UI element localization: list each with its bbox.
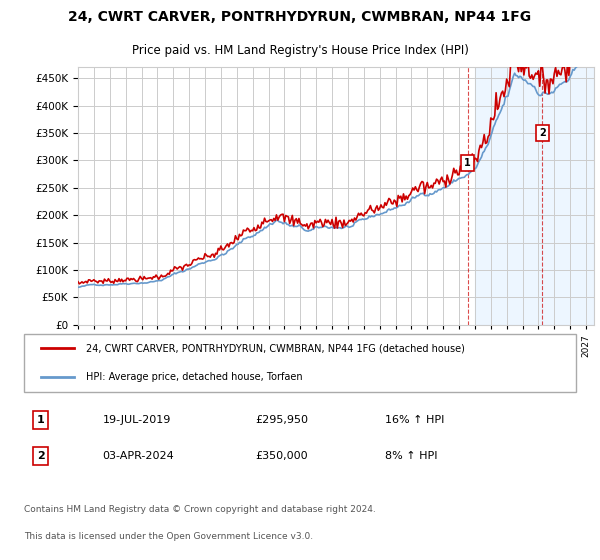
Text: 03-APR-2024: 03-APR-2024 [103,451,175,461]
Text: 24, CWRT CARVER, PONTRHYDYRUN, CWMBRAN, NP44 1FG: 24, CWRT CARVER, PONTRHYDYRUN, CWMBRAN, … [68,10,532,24]
Text: This data is licensed under the Open Government Licence v3.0.: This data is licensed under the Open Gov… [23,532,313,541]
Text: 1: 1 [464,157,471,167]
Bar [475,67,594,325]
Text: Contains HM Land Registry data © Crown copyright and database right 2024.: Contains HM Land Registry data © Crown c… [23,505,376,514]
Text: £350,000: £350,000 [255,451,308,461]
Text: 2: 2 [37,451,44,461]
Text: 2: 2 [539,128,546,138]
Text: 1: 1 [37,416,44,426]
Text: HPI: Average price, detached house, Torfaen: HPI: Average price, detached house, Torf… [86,372,302,382]
Text: £295,950: £295,950 [255,416,308,426]
FancyBboxPatch shape [23,334,577,391]
Text: 19-JUL-2019: 19-JUL-2019 [103,416,171,426]
Text: Price paid vs. HM Land Registry's House Price Index (HPI): Price paid vs. HM Land Registry's House … [131,44,469,57]
Text: 8% ↑ HPI: 8% ↑ HPI [385,451,437,461]
Text: 16% ↑ HPI: 16% ↑ HPI [385,416,444,426]
Text: 24, CWRT CARVER, PONTRHYDYRUN, CWMBRAN, NP44 1FG (detached house): 24, CWRT CARVER, PONTRHYDYRUN, CWMBRAN, … [86,343,464,353]
